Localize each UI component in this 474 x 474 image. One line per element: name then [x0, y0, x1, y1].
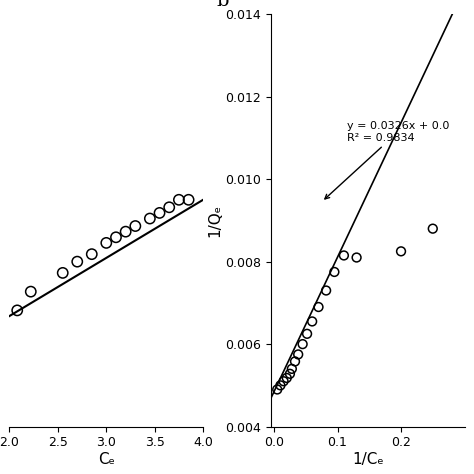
Point: [277, 382, 284, 389]
Point: [185, 196, 192, 204]
Point: [156, 209, 164, 217]
Point: [309, 318, 316, 325]
Point: [280, 377, 287, 385]
Y-axis label: 1/Qₑ: 1/Qₑ: [208, 204, 222, 237]
Point: [132, 222, 139, 230]
Point: [299, 340, 306, 348]
Point: [322, 287, 330, 294]
Point: [397, 247, 405, 255]
Point: [73, 258, 81, 265]
Point: [283, 374, 291, 382]
Point: [59, 269, 66, 277]
Text: y = 0.0326x + 0.0
R² = 0.9834: y = 0.0326x + 0.0 R² = 0.9834: [325, 121, 449, 199]
Point: [353, 254, 360, 261]
Point: [315, 303, 322, 311]
Point: [102, 239, 110, 246]
Point: [330, 268, 338, 276]
Point: [273, 386, 281, 393]
Point: [291, 358, 299, 365]
Point: [122, 228, 129, 236]
Point: [294, 351, 302, 358]
Point: [88, 250, 96, 258]
Point: [303, 330, 311, 337]
Point: [288, 365, 296, 373]
Point: [175, 196, 182, 204]
Point: [429, 225, 437, 232]
X-axis label: Cₑ: Cₑ: [98, 452, 115, 467]
Point: [286, 370, 294, 378]
Point: [13, 307, 21, 314]
Point: [27, 288, 35, 295]
Text: b: b: [217, 0, 229, 10]
Point: [340, 252, 348, 259]
X-axis label: 1/Cₑ: 1/Cₑ: [352, 452, 383, 467]
Point: [165, 203, 173, 211]
Point: [112, 234, 120, 241]
Point: [146, 215, 154, 222]
